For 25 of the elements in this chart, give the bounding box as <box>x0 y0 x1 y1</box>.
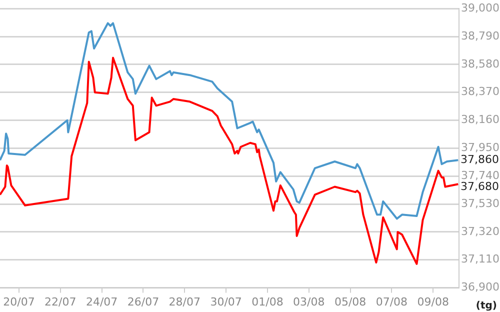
x-tick-label: 05/08 <box>334 295 366 308</box>
y-tick-label: 37,950 <box>461 141 500 154</box>
x-tick-label: 07/08 <box>376 295 408 308</box>
x-tick-label: 26/07 <box>127 295 160 308</box>
x-tick-label: 24/07 <box>86 295 118 308</box>
x-tick-label: 20/07 <box>3 295 35 308</box>
y-tick-label: 38,580 <box>461 57 500 70</box>
annotation: 37,860 <box>460 153 499 166</box>
y-tick-label: 38,370 <box>461 85 500 98</box>
x-tick-label: 28/07 <box>168 295 200 308</box>
x-tick-label: 30/07 <box>210 295 242 308</box>
y-tick-label: 37,740 <box>461 168 500 182</box>
y-tick-label: 37,320 <box>461 224 500 238</box>
y-tick-label: 38,790 <box>461 29 500 42</box>
y-tick-label: 38,160 <box>461 113 500 126</box>
y-tick-label: 39,000 <box>461 1 500 14</box>
x-tick-label: 03/08 <box>293 295 325 308</box>
annotation: 37,680 <box>460 180 499 193</box>
x-tick-label: 09/08 <box>417 295 449 308</box>
x-tick-label: 22/07 <box>44 295 76 308</box>
y-tick-label: 36,900 <box>461 280 500 294</box>
text: (tg) <box>476 300 497 312</box>
x-tick-label: 01/08 <box>252 295 284 308</box>
y-tick-label: 37,110 <box>461 252 500 266</box>
y-tick-label: 37,530 <box>461 196 500 210</box>
